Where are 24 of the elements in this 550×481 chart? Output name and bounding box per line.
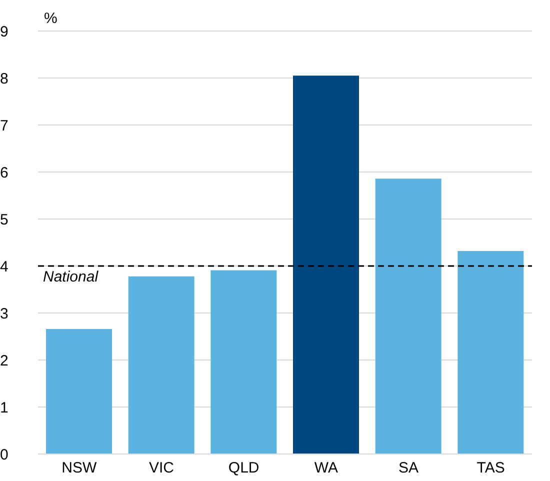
bar	[293, 76, 359, 454]
ref-line-label: National	[43, 268, 99, 286]
y-tick-label: 6	[0, 164, 8, 182]
y-tick-label: 0	[0, 446, 8, 464]
bar	[128, 276, 194, 454]
x-tick-label: SA	[398, 460, 419, 477]
x-tick-label: VIC	[148, 460, 174, 477]
y-tick-label: 4	[0, 258, 8, 276]
bar	[210, 270, 277, 454]
x-tick-label: QLD	[228, 460, 260, 477]
bar	[458, 250, 524, 454]
y-tick-label: 1	[0, 399, 8, 416]
x-tick-label: WA	[314, 460, 338, 477]
y-tick-label: 8	[0, 70, 8, 88]
y-tick-label: 9	[0, 23, 8, 40]
x-tick-label: NSW	[62, 460, 98, 477]
y-tick-label: 7	[0, 117, 8, 134]
bar	[375, 178, 442, 454]
y-tick-label: 2	[0, 352, 8, 370]
y-tick-label: 3	[0, 305, 8, 322]
x-tick-label: TAS	[476, 460, 505, 477]
y-tick-label: 5	[0, 211, 8, 228]
bar	[46, 328, 112, 454]
y-axis-title: %	[44, 10, 58, 27]
